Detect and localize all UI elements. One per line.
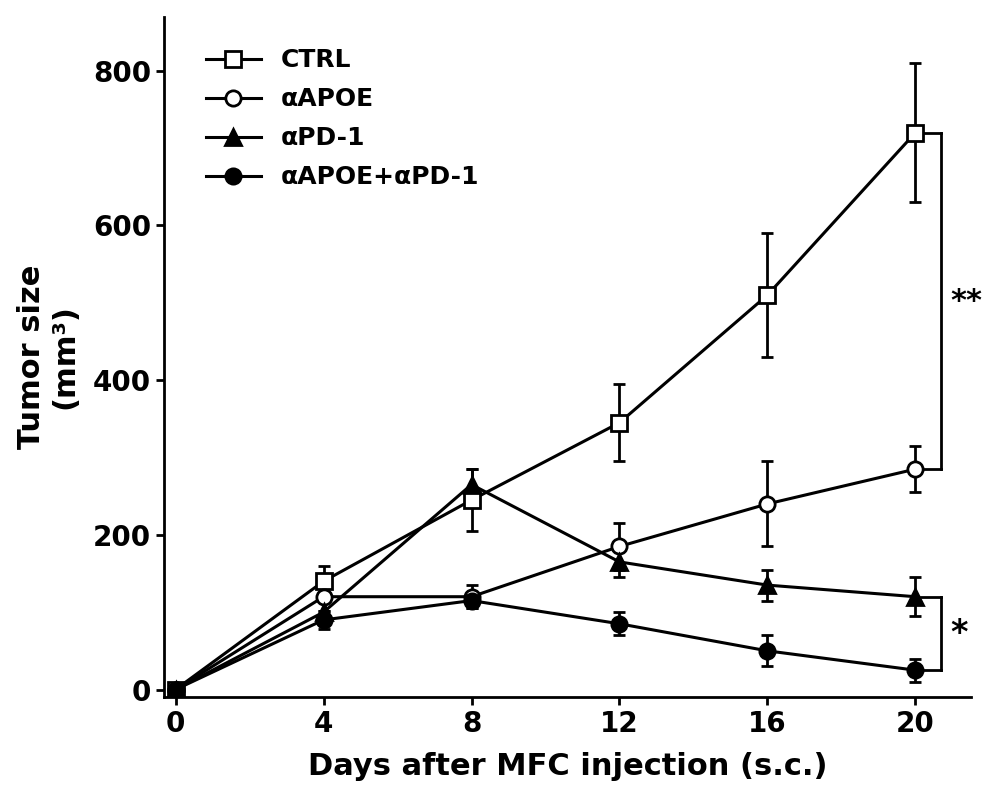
Legend: CTRL, αAPOE, αPD-1, αAPOE+αPD-1: CTRL, αAPOE, αPD-1, αAPOE+αPD-1 <box>193 36 492 202</box>
Y-axis label: Tumor size
(mm³): Tumor size (mm³) <box>17 265 79 449</box>
Text: **: ** <box>951 286 983 316</box>
Text: *: * <box>951 618 968 650</box>
X-axis label: Days after MFC injection (s.c.): Days after MFC injection (s.c.) <box>308 753 827 781</box>
